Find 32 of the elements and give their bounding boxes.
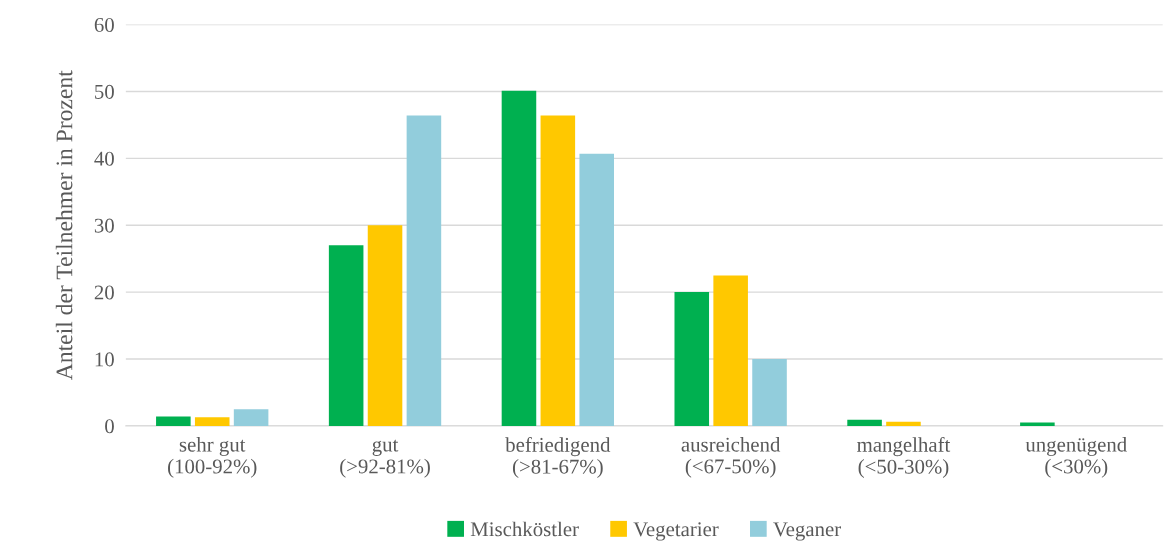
y-tick-label: 30 xyxy=(94,218,114,233)
y-tick-label: 0 xyxy=(105,419,114,434)
x-tick-label: sehr gut (100-92%) xyxy=(168,436,257,478)
x-tick-label: gut (>92-81%) xyxy=(340,439,430,478)
legend-label: Vegetarier xyxy=(633,522,719,541)
bar xyxy=(367,225,403,426)
legend-label: Mischköstler xyxy=(470,521,579,537)
bar xyxy=(579,153,614,426)
x-tick-label: ungenügend (<30%) xyxy=(1025,436,1127,478)
bar xyxy=(886,421,921,426)
bar xyxy=(674,292,710,426)
bar xyxy=(540,115,576,426)
bar xyxy=(501,90,537,426)
bar xyxy=(194,417,230,426)
bar xyxy=(406,115,442,426)
bar xyxy=(847,419,882,426)
y-tick-label: 60 xyxy=(94,17,114,32)
bar xyxy=(752,359,787,426)
x-tick-label: mangelhaft (<50-30%) xyxy=(857,436,951,478)
y-axis-title: Anteil der Teilnehmer in Prozent xyxy=(55,70,73,380)
y-tick-label: 10 xyxy=(95,352,114,367)
bar xyxy=(156,416,191,426)
bar xyxy=(1020,422,1055,426)
x-tick-label: befriedigend (>81-67%) xyxy=(505,436,611,478)
y-tick-label: 20 xyxy=(94,285,114,300)
bar xyxy=(233,409,269,426)
x-tick-label: ausreichend (<67-50%) xyxy=(681,436,781,478)
legend-label: Veganer xyxy=(773,522,841,541)
bar xyxy=(713,275,748,426)
bar xyxy=(328,245,364,426)
y-tick-label: 40 xyxy=(94,151,114,166)
y-tick-label: 50 xyxy=(95,84,114,99)
